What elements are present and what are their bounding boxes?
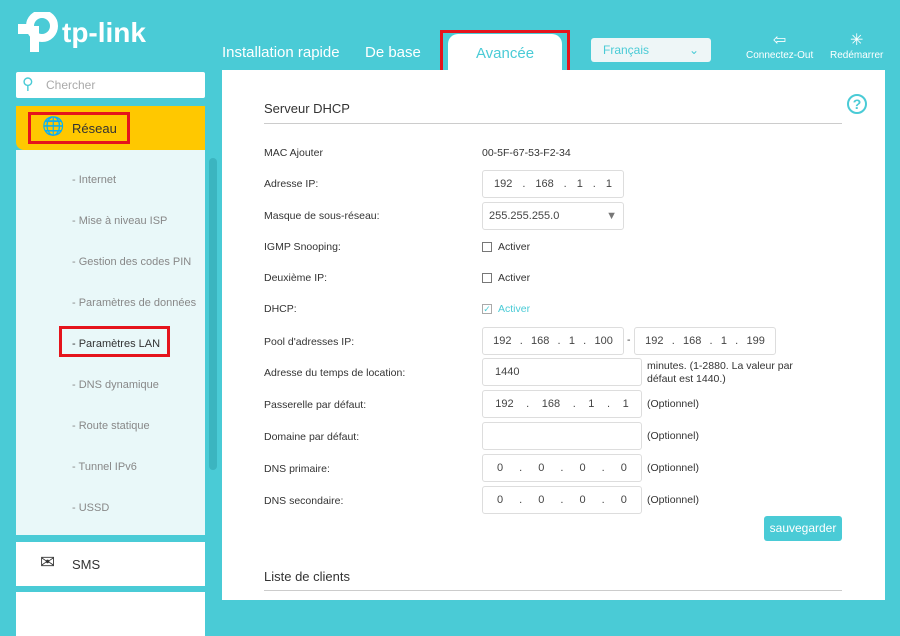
sidebar-scrollbar[interactable] bbox=[209, 158, 217, 470]
section-title: Serveur DHCP bbox=[264, 101, 350, 116]
search-placeholder: Chercher bbox=[46, 78, 96, 92]
language-value: Français bbox=[603, 43, 650, 57]
sidebar-submenu: - Internet - Mise à niveau ISP - Gestion… bbox=[16, 150, 205, 535]
mask-value: 255.255.255.0 bbox=[489, 210, 560, 222]
mac-value: 00-5F-67-53-F2-34 bbox=[482, 147, 571, 159]
annotation-box bbox=[59, 326, 170, 357]
checkbox-icon bbox=[482, 273, 492, 284]
language-select[interactable]: Français ⌄ bbox=[591, 38, 711, 62]
logo-icon bbox=[18, 12, 58, 52]
sidebar-item-ipv6[interactable]: - Tunnel IPv6 bbox=[72, 461, 137, 473]
pool-label: Pool d'adresses IP: bbox=[264, 336, 355, 348]
sidebar-item-ussd[interactable]: - USSD bbox=[72, 502, 110, 514]
sidebar-item-ddns[interactable]: - DNS dynamique bbox=[72, 379, 159, 391]
pool-start-input[interactable]: 192. 168. 1. 100 bbox=[482, 327, 624, 355]
sidebar-item-sms[interactable]: ✉ SMS bbox=[16, 542, 205, 586]
lease-note: minutes. (1-2880. La valeur par défaut e… bbox=[647, 360, 793, 385]
optional-note: (Optionnel) bbox=[647, 398, 699, 410]
sidebar-item-next[interactable] bbox=[16, 592, 205, 636]
reboot-button[interactable]: ✳ Redémarrer bbox=[830, 30, 883, 61]
save-button[interactable]: sauvegarder bbox=[764, 516, 842, 541]
dhcp-checkbox[interactable]: ✓ Activer bbox=[482, 303, 531, 315]
divider bbox=[264, 590, 842, 591]
optional-note: (Optionnel) bbox=[647, 462, 699, 474]
divider bbox=[264, 123, 842, 124]
dns2-input[interactable]: 0.0.0.0 bbox=[482, 486, 642, 514]
dhcp-label: DHCP: bbox=[264, 303, 297, 315]
gateway-label: Passerelle par défaut: bbox=[264, 399, 367, 411]
gateway-input[interactable]: 192. 168. 1. 1 bbox=[482, 390, 642, 418]
optional-note: (Optionnel) bbox=[647, 430, 699, 442]
mac-label: MAC Ajouter bbox=[264, 147, 323, 159]
sidebar-item-route[interactable]: - Route statique bbox=[72, 420, 150, 432]
logout-button[interactable]: ⇦ Connectez-Out bbox=[746, 30, 813, 61]
tab-de-base[interactable]: De base bbox=[365, 44, 421, 61]
igmp-label: IGMP Snooping: bbox=[264, 241, 341, 253]
chevron-down-icon: ⌄ bbox=[688, 43, 699, 57]
search-input[interactable]: ⚲ Chercher bbox=[16, 72, 205, 98]
checkbox-checked-icon: ✓ bbox=[482, 304, 492, 315]
mask-select[interactable]: 255.255.255.0 ▼ bbox=[482, 202, 624, 230]
logout-label: Connectez-Out bbox=[746, 50, 814, 61]
sidebar-item-lan[interactable]: - Paramètres LAN bbox=[72, 338, 161, 350]
lease-label: Adresse du temps de location: bbox=[264, 367, 406, 379]
pool-separator: - bbox=[627, 334, 631, 346]
reboot-icon: ✳ bbox=[849, 32, 864, 49]
ip-label: Adresse IP: bbox=[264, 178, 319, 190]
ip2-checkbox[interactable]: Activer bbox=[482, 272, 530, 284]
globe-icon: 🌐 bbox=[42, 116, 65, 136]
help-icon[interactable]: ? bbox=[847, 94, 867, 114]
sidebar-item-label: SMS bbox=[72, 557, 101, 572]
sidebar-item-donnees[interactable]: - Paramètres de données bbox=[72, 297, 197, 309]
reboot-label: Redémarrer bbox=[830, 50, 884, 61]
search-icon: ⚲ bbox=[22, 76, 34, 93]
checkbox-icon bbox=[482, 242, 492, 253]
dns1-label: DNS primaire: bbox=[264, 463, 330, 475]
annotation-box bbox=[28, 112, 130, 144]
optional-note: (Optionnel) bbox=[647, 494, 699, 506]
sidebar-item-isp[interactable]: - Mise à niveau ISP bbox=[72, 215, 168, 227]
sidebar-item-internet[interactable]: - Internet bbox=[72, 174, 117, 186]
sidebar-item-pin[interactable]: - Gestion des codes PIN bbox=[72, 256, 192, 268]
igmp-checkbox[interactable]: Activer bbox=[482, 241, 530, 253]
dropdown-arrow-icon: ▼ bbox=[606, 210, 617, 222]
ip-input[interactable]: 192. 168. 1. 1 bbox=[482, 170, 624, 198]
tab-installation-rapide[interactable]: Installation rapide bbox=[222, 44, 340, 61]
pool-end-input[interactable]: 192. 168. 1. 199 bbox=[634, 327, 776, 355]
dns2-label: DNS secondaire: bbox=[264, 495, 344, 507]
mail-icon: ✉ bbox=[40, 552, 56, 572]
clients-title: Liste de clients bbox=[264, 569, 350, 584]
tp-link-logo: tp-link bbox=[16, 12, 146, 54]
main-panel bbox=[222, 70, 885, 600]
lease-input[interactable]: 1440 bbox=[482, 358, 642, 386]
ip2-label: Deuxième IP: bbox=[264, 272, 328, 284]
logout-icon: ⇦ bbox=[772, 32, 787, 49]
annotation-box bbox=[440, 30, 570, 75]
tab-avancee[interactable]: Avancée bbox=[448, 34, 562, 72]
domain-label: Domaine par défaut: bbox=[264, 431, 360, 443]
domain-input[interactable] bbox=[482, 422, 642, 450]
dns1-input[interactable]: 0.0.0.0 bbox=[482, 454, 642, 482]
mask-label: Masque de sous-réseau: bbox=[264, 210, 380, 222]
brand-name: tp-link bbox=[62, 17, 146, 48]
sidebar-item-label: Réseau bbox=[72, 121, 117, 136]
